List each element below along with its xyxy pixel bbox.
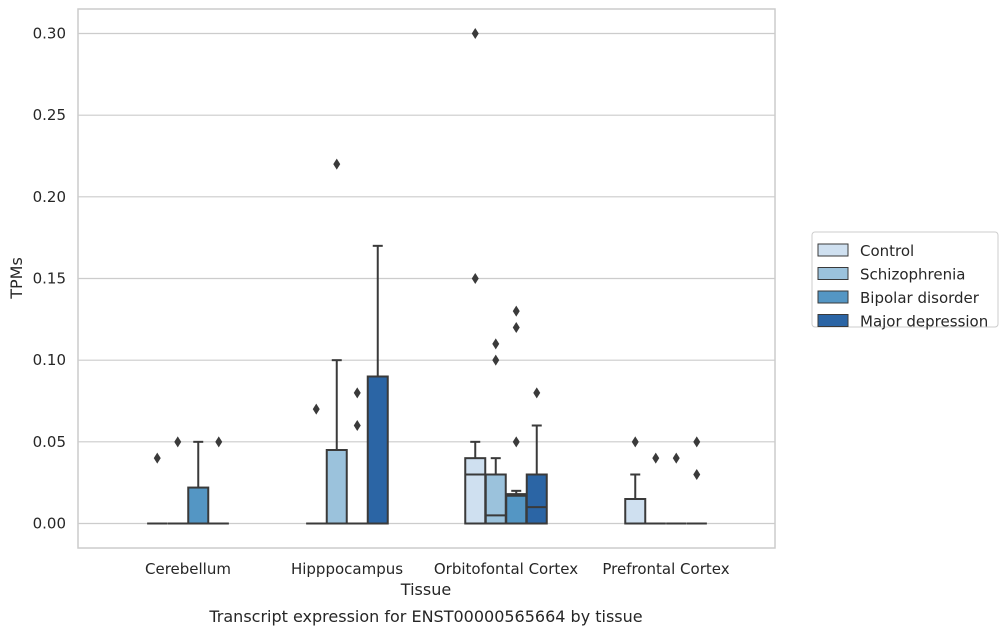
- x-tick-labels: Cerebellum Hipppocampus Orbitofontal Corte…: [145, 560, 730, 578]
- box-control: [147, 452, 168, 525]
- y-tick-label: 0.15: [33, 270, 66, 288]
- outlier-point: [672, 452, 680, 464]
- box-major-depression: [686, 436, 707, 525]
- legend-frame: [811, 231, 999, 328]
- outlier-point: [652, 452, 660, 464]
- plot-area-frame: [77, 8, 776, 549]
- box-control: [464, 28, 487, 525]
- box-body: [505, 493, 528, 525]
- outlier-point: [353, 387, 361, 399]
- y-tick-label: 0.05: [33, 433, 66, 451]
- box-major-depression: [208, 436, 229, 525]
- legend-swatch: [817, 290, 849, 304]
- outlier-point: [492, 354, 500, 366]
- boxes: [147, 28, 707, 525]
- y-axis-label: TPMs: [7, 257, 26, 300]
- y-tick-label: 0.25: [33, 106, 66, 124]
- legend: Control Schizophrenia Bipolar disorder Majo…: [811, 231, 999, 331]
- outlier-point: [512, 322, 520, 333]
- outlier-point: [693, 469, 701, 480]
- box-bipolar-disorder: [666, 452, 687, 525]
- outlier-point: [174, 436, 182, 448]
- x-tick-label: Cerebellum: [145, 560, 231, 578]
- grid-lines: [78, 32, 775, 525]
- legend-label: Bipolar disorder: [860, 289, 980, 307]
- box-body: [325, 449, 348, 525]
- box-bipolar-disorder: [187, 440, 210, 525]
- box-schizophrenia: [325, 158, 348, 525]
- box-bipolar-disorder: [347, 387, 368, 525]
- x-tick-label: Hipppocampus: [291, 560, 403, 578]
- legend-swatch: [817, 314, 849, 327]
- box-bipolar-disorder: [505, 305, 528, 525]
- outlier-point: [533, 387, 541, 399]
- x-axis-label: Tissue: [400, 580, 451, 599]
- outlier-point: [471, 273, 479, 284]
- outlier-point: [631, 436, 639, 448]
- box-major-depression: [366, 244, 389, 525]
- box-schizophrenia: [484, 338, 507, 525]
- y-tick-label: 0.00: [33, 515, 66, 533]
- box-body: [187, 486, 210, 525]
- outlier-point: [492, 338, 500, 350]
- box-body: [366, 375, 389, 525]
- legend-swatch: [817, 267, 849, 280]
- x-tick-label: Prefrontal Cortex: [602, 560, 729, 578]
- box-body: [525, 473, 548, 525]
- outlier-point: [353, 420, 361, 431]
- y-tick-labels: 0.00 0.05 0.10 0.15 0.20 0.25 0.30: [33, 25, 66, 533]
- x-tick-label: Orbitofontal Cortex: [434, 560, 578, 578]
- outlier-point: [471, 28, 479, 39]
- box-schizophrenia: [167, 436, 188, 525]
- legend-label: Major depression: [860, 313, 988, 331]
- box-major-depression: [525, 387, 548, 525]
- outlier-point: [312, 403, 320, 415]
- legend-label: Control: [860, 242, 914, 260]
- outlier-point: [693, 436, 701, 448]
- legend-swatch: [817, 243, 849, 257]
- outlier-point: [512, 305, 520, 317]
- outlier-point: [153, 452, 161, 464]
- y-tick-label: 0.10: [33, 351, 66, 369]
- box-control: [306, 403, 327, 525]
- chart-caption: Transcript expression for ENST0000056566…: [208, 607, 642, 626]
- box-schizophrenia: [645, 452, 666, 525]
- legend-label: Schizophrenia: [860, 266, 965, 284]
- box-body: [624, 498, 647, 525]
- y-tick-label: 0.20: [33, 188, 66, 206]
- outlier-point: [512, 436, 520, 448]
- box-control: [624, 436, 647, 525]
- outlier-point: [333, 158, 341, 170]
- y-tick-label: 0.30: [33, 25, 66, 43]
- box-body: [464, 457, 487, 525]
- outlier-point: [215, 436, 223, 448]
